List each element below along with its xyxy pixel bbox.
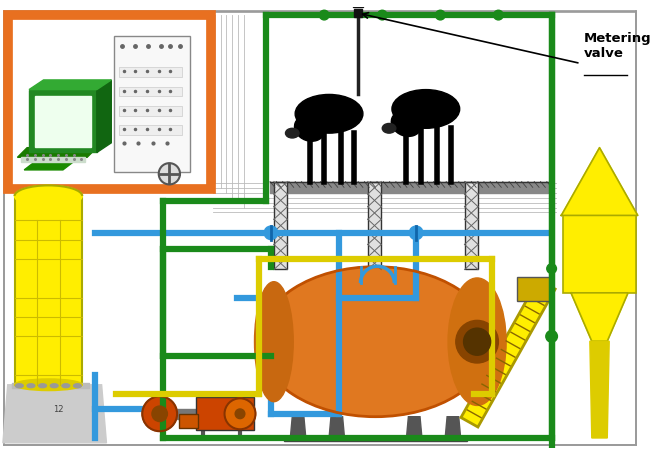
Ellipse shape — [295, 95, 363, 133]
Circle shape — [436, 10, 445, 20]
FancyBboxPatch shape — [15, 196, 82, 385]
FancyBboxPatch shape — [114, 36, 190, 172]
Polygon shape — [284, 436, 467, 441]
FancyBboxPatch shape — [269, 16, 549, 198]
Ellipse shape — [15, 379, 82, 390]
Polygon shape — [17, 148, 97, 157]
Ellipse shape — [448, 278, 506, 405]
FancyBboxPatch shape — [563, 215, 636, 293]
Ellipse shape — [39, 384, 46, 388]
Circle shape — [264, 226, 278, 240]
Ellipse shape — [382, 123, 396, 133]
Polygon shape — [329, 417, 344, 438]
Ellipse shape — [73, 384, 81, 388]
Ellipse shape — [392, 90, 459, 128]
Ellipse shape — [254, 282, 293, 402]
Circle shape — [546, 331, 557, 342]
Polygon shape — [21, 157, 85, 162]
Polygon shape — [561, 148, 638, 215]
FancyBboxPatch shape — [196, 397, 254, 430]
Circle shape — [409, 226, 423, 240]
FancyBboxPatch shape — [119, 87, 182, 96]
Ellipse shape — [62, 384, 69, 388]
Polygon shape — [97, 80, 111, 152]
Ellipse shape — [259, 267, 492, 417]
Circle shape — [142, 396, 177, 431]
FancyBboxPatch shape — [368, 182, 381, 268]
Ellipse shape — [391, 111, 422, 136]
Polygon shape — [3, 385, 106, 443]
Ellipse shape — [406, 109, 416, 118]
Ellipse shape — [295, 116, 325, 141]
Circle shape — [235, 409, 245, 419]
Polygon shape — [29, 90, 97, 152]
Ellipse shape — [15, 185, 82, 207]
Polygon shape — [35, 96, 91, 147]
FancyBboxPatch shape — [119, 106, 182, 116]
FancyBboxPatch shape — [517, 278, 550, 301]
FancyBboxPatch shape — [353, 1, 363, 7]
FancyBboxPatch shape — [274, 182, 288, 268]
Polygon shape — [290, 417, 306, 438]
Polygon shape — [590, 341, 609, 438]
FancyBboxPatch shape — [119, 126, 182, 135]
Polygon shape — [24, 160, 75, 170]
FancyBboxPatch shape — [465, 182, 478, 268]
Circle shape — [456, 320, 498, 363]
Circle shape — [494, 10, 503, 20]
Text: 12: 12 — [53, 405, 63, 414]
Ellipse shape — [309, 114, 320, 123]
Circle shape — [152, 406, 167, 421]
Polygon shape — [177, 409, 208, 419]
Ellipse shape — [286, 128, 299, 138]
Ellipse shape — [15, 384, 23, 388]
Circle shape — [377, 10, 387, 20]
Ellipse shape — [50, 384, 58, 388]
FancyBboxPatch shape — [8, 15, 211, 189]
Circle shape — [159, 163, 180, 184]
Circle shape — [463, 328, 490, 355]
Circle shape — [547, 264, 557, 273]
Ellipse shape — [27, 384, 35, 388]
Polygon shape — [407, 417, 422, 438]
Circle shape — [225, 398, 256, 429]
Polygon shape — [445, 417, 461, 438]
Circle shape — [319, 10, 329, 20]
Polygon shape — [571, 293, 628, 341]
Circle shape — [547, 332, 557, 341]
FancyBboxPatch shape — [179, 414, 198, 428]
Polygon shape — [29, 80, 111, 90]
Text: Metering
valve: Metering valve — [584, 31, 651, 60]
FancyBboxPatch shape — [119, 67, 182, 77]
